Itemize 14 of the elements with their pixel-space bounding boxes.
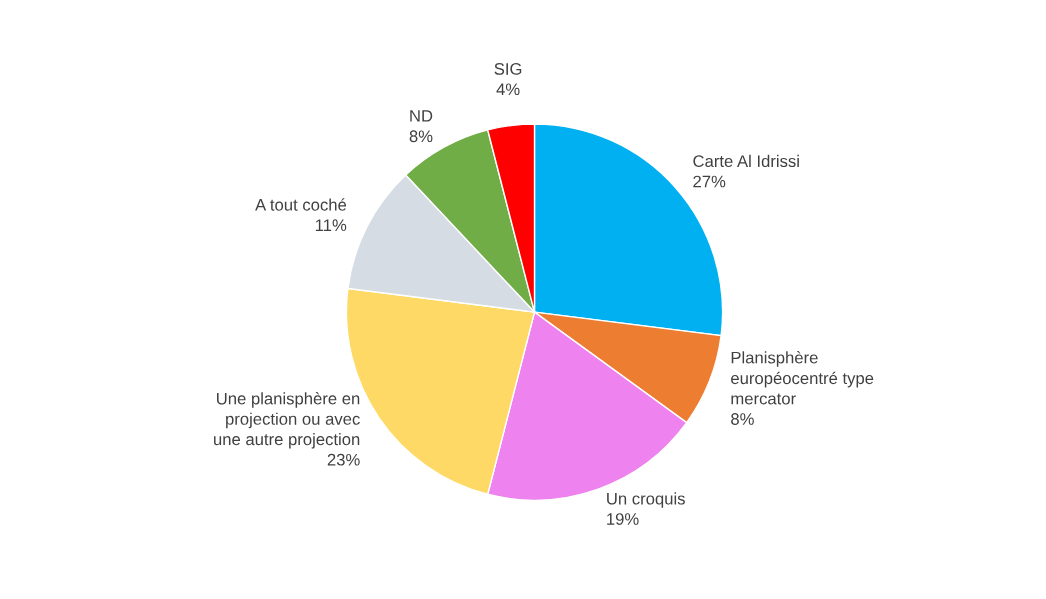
data-label: 11% — [315, 219, 347, 232]
slice-label: Planisphère européocentré type mercator — [731, 351, 874, 405]
data-label: 19% — [607, 513, 639, 525]
slice-label: Carte Al Idrissi — [693, 154, 799, 168]
data-label: 8% — [409, 130, 433, 143]
slice-label: A tout coché — [255, 198, 347, 211]
data-label: 27% — [693, 175, 726, 188]
data-label: 23% — [327, 453, 360, 466]
slice-label: ND — [410, 110, 433, 122]
slice-label: Un croquis — [607, 492, 685, 508]
data-label: 4% — [496, 83, 520, 96]
slice-label: Une planisphère en projection ou avec une autre projection — [214, 392, 360, 449]
data-label: 8% — [731, 413, 754, 425]
slice-label: SIG — [494, 63, 522, 75]
